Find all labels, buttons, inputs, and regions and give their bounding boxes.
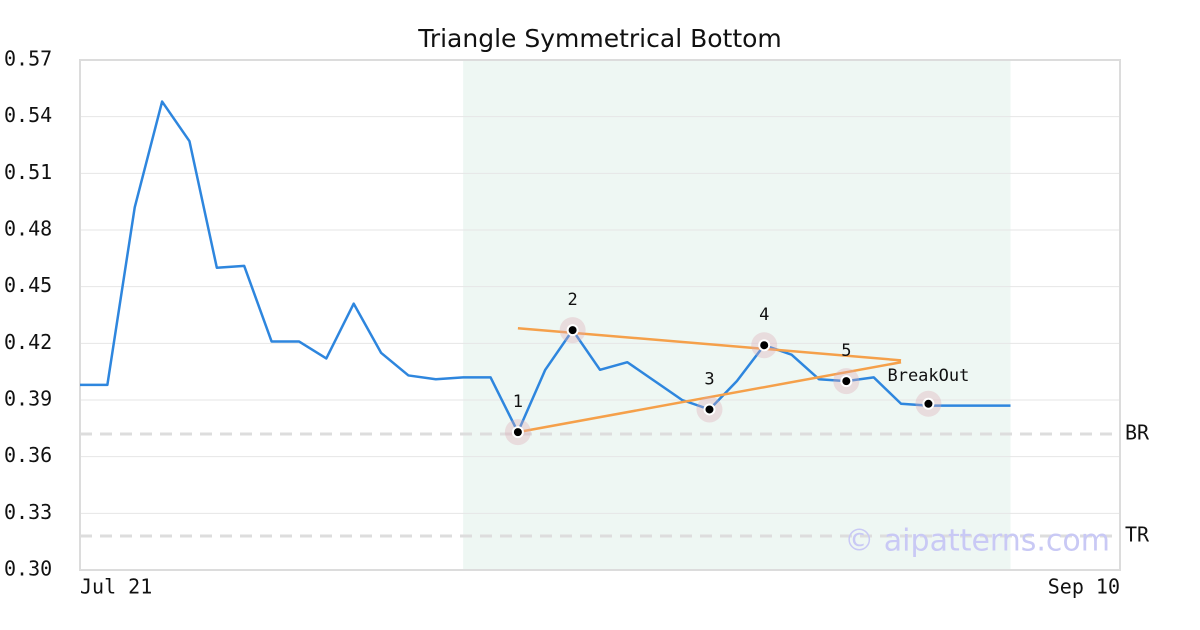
x-tick-label: Sep 10 — [1048, 575, 1120, 599]
pattern-point-label: 4 — [759, 305, 769, 325]
pattern-point — [566, 324, 579, 337]
y-tick-label: 0.57 — [4, 47, 52, 71]
y-tick-label: 0.39 — [4, 387, 52, 411]
y-tick-label: 0.54 — [4, 103, 52, 127]
pattern-point — [511, 426, 524, 439]
y-tick-label: 0.33 — [4, 500, 52, 524]
trendline — [517, 360, 902, 434]
price-line — [80, 100, 1011, 434]
x-tick-label: Jul 21 — [80, 575, 152, 599]
pattern-point — [703, 403, 716, 416]
y-tick-label: 0.36 — [4, 443, 52, 467]
pattern-point — [922, 397, 935, 410]
pattern-point-label: 3 — [704, 369, 714, 389]
pattern-point — [758, 339, 771, 352]
chart-title: Triangle Symmetrical Bottom — [417, 24, 782, 53]
plot-frame — [79, 59, 1121, 571]
pattern-region — [463, 60, 1011, 570]
y-tick-label: 0.45 — [4, 273, 52, 297]
reference-label: BR — [1125, 421, 1150, 445]
trendline — [517, 326, 902, 362]
y-tick-label: 0.48 — [4, 217, 52, 241]
reference-label: TR — [1125, 523, 1150, 547]
pattern-point-label: BreakOut — [887, 366, 969, 386]
y-tick-label: 0.51 — [4, 160, 52, 184]
y-tick-label: 0.30 — [4, 557, 52, 581]
y-tick-label: 0.42 — [4, 330, 52, 354]
pattern-point-label: 2 — [568, 290, 578, 310]
pattern-point-label: 1 — [513, 392, 523, 412]
pattern-point-label: 5 — [841, 341, 851, 361]
pattern-point — [840, 375, 853, 388]
watermark: © aipatterns.com — [844, 524, 1110, 559]
